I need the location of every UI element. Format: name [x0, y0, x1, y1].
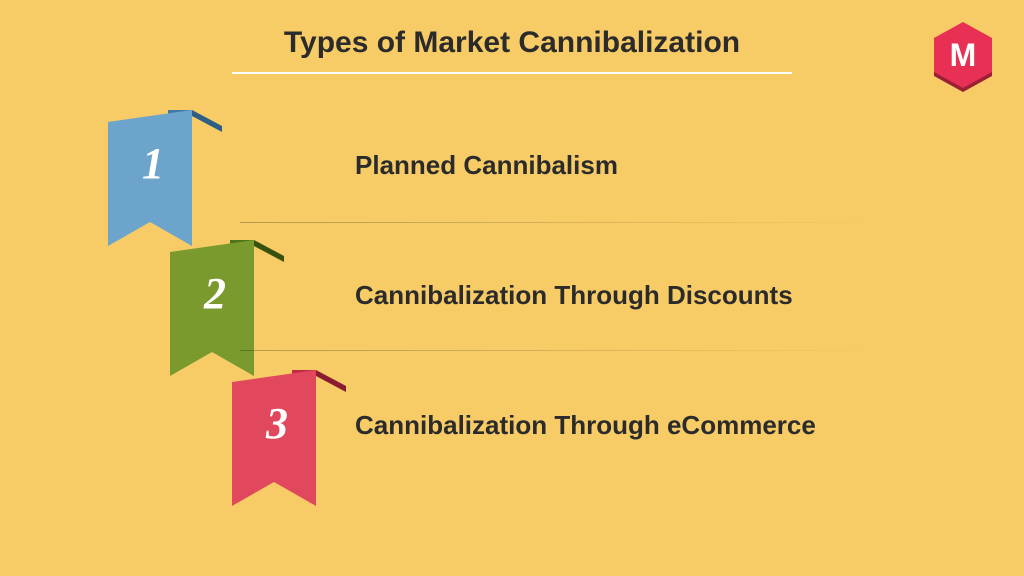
hexagon-icon: M [928, 22, 998, 92]
ribbon-badge: 3 [232, 370, 352, 530]
title-text: Types of Market Cannibalization [284, 26, 740, 59]
item-label: Cannibalization Through Discounts [355, 280, 793, 311]
logo-letter: M [950, 37, 977, 73]
item-number: 1 [108, 138, 198, 189]
row-divider [240, 350, 880, 351]
item-label: Planned Cannibalism [355, 150, 618, 181]
title-underline [232, 72, 792, 74]
item-number: 2 [170, 268, 260, 319]
page-title: Types of Market Cannibalization [0, 26, 1024, 60]
infographic-canvas: Types of Market Cannibalization M 1 Plan… [0, 0, 1024, 576]
brand-logo: M [928, 22, 998, 92]
item-number: 3 [232, 398, 322, 449]
item-label: Cannibalization Through eCommerce [355, 410, 816, 441]
list-item: 3 Cannibalization Through eCommerce [0, 370, 1024, 500]
row-divider [240, 222, 880, 223]
list-item: 1 Planned Cannibalism [0, 110, 1024, 240]
